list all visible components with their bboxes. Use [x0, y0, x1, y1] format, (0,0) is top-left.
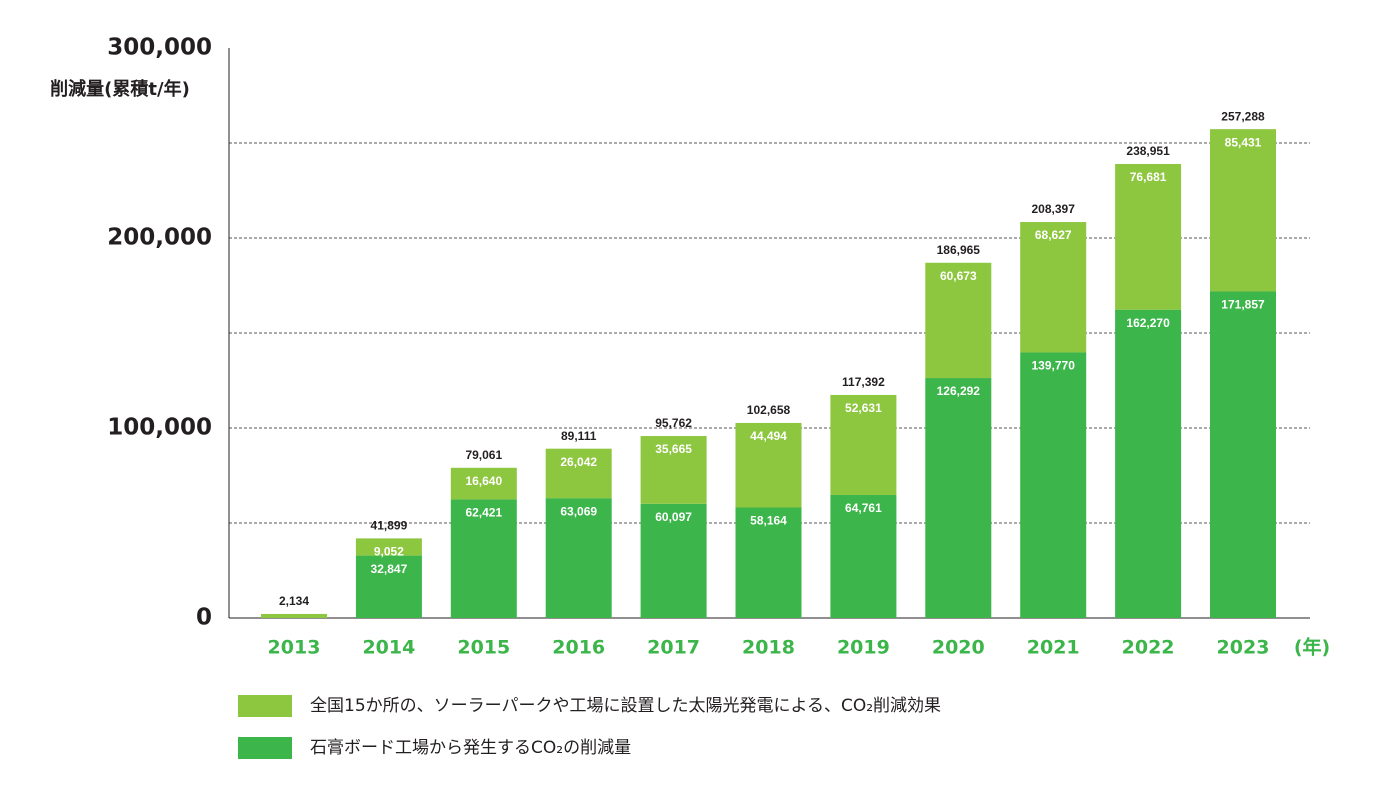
bar-segment [925, 378, 992, 618]
segment-label: 171,857 [1221, 298, 1265, 312]
segment-label: 62,421 [465, 506, 502, 520]
total-label: 89,111 [561, 429, 597, 443]
x-tick-label: 2023 [1217, 637, 1270, 659]
segment-label: 32,847 [371, 562, 408, 576]
bar-segment [640, 436, 707, 504]
segment-label: 60,097 [655, 510, 692, 524]
segment-label: 126,292 [937, 384, 981, 398]
total-label: 186,965 [937, 243, 981, 257]
total-label: 102,658 [747, 403, 791, 417]
segment-label: 9,052 [374, 545, 404, 559]
bar-segment [1020, 352, 1087, 618]
bar-segment [450, 467, 517, 500]
segment-label: 16,640 [465, 474, 502, 488]
x-tick-label: 2019 [837, 637, 890, 659]
total-label: 257,288 [1221, 109, 1265, 123]
bar-segment [1115, 309, 1182, 618]
bar-segment [450, 499, 517, 618]
segment-label: 85,431 [1225, 135, 1262, 149]
segment-label: 60,673 [940, 269, 977, 283]
x-tick-label: 2020 [932, 637, 985, 659]
bar-segment [355, 538, 422, 556]
bar-segment [1210, 129, 1276, 292]
x-tick-label: 2016 [552, 637, 605, 659]
y-tick-label: 200,000 [107, 225, 212, 251]
segment-label: 44,494 [750, 429, 787, 443]
x-tick-label: 2013 [268, 637, 321, 659]
bar-segment [545, 498, 612, 618]
segment-label: 52,631 [845, 401, 882, 415]
bar-segment [1115, 163, 1182, 310]
segment-label: 68,627 [1035, 228, 1072, 242]
bar-segment [1020, 222, 1087, 353]
x-tick-label: 2018 [742, 637, 795, 659]
segment-label: 76,681 [1130, 170, 1167, 184]
segment-label: 63,069 [560, 504, 597, 518]
x-tick-label: 2022 [1122, 637, 1175, 659]
legend-label: 石膏ボード工場から発生するCO₂の削減量 [310, 737, 631, 758]
total-label: 41,899 [371, 519, 408, 533]
y-axis-title: 削減量(累積t/年) [50, 78, 190, 100]
total-label: 208,397 [1032, 202, 1076, 216]
x-tick-label: 2014 [362, 637, 415, 659]
bar-segment [735, 507, 802, 618]
bar-segment [640, 503, 707, 618]
total-label: 95,762 [655, 416, 692, 430]
bar-segment [545, 448, 612, 499]
bar-segment [830, 394, 897, 495]
total-label: 79,061 [465, 448, 502, 462]
total-label: 117,392 [842, 375, 885, 389]
bar-segment [261, 613, 327, 618]
legend-swatch [238, 737, 292, 759]
x-tick-label: 2021 [1027, 637, 1080, 659]
bar-segment [925, 262, 992, 379]
x-tick-label: 2015 [457, 637, 510, 659]
y-tick-label: 100,000 [107, 415, 212, 441]
bar-segment [1210, 291, 1276, 618]
y-tick-label: 0 [196, 605, 212, 631]
x-unit: (年) [1294, 636, 1330, 659]
segment-label: 139,770 [1032, 359, 1076, 373]
segment-label: 58,164 [750, 514, 787, 528]
total-label: 2,134 [279, 594, 309, 608]
x-tick-label: 2017 [647, 637, 700, 659]
segment-label: 162,270 [1126, 316, 1170, 330]
legend-swatch [238, 695, 292, 717]
bar-segment [355, 555, 422, 618]
segment-label: 26,042 [560, 455, 597, 469]
total-label: 238,951 [1126, 144, 1170, 158]
bar-segment [735, 422, 802, 508]
y-tick-label: 300,000 [107, 35, 212, 61]
segment-label: 35,665 [655, 442, 692, 456]
legend-label: 全国15か所の、ソーラーパークや工場に設置した太陽光発電による、CO₂削減効果 [310, 696, 941, 716]
segment-label: 64,761 [845, 501, 882, 515]
bar-segment [830, 494, 897, 618]
